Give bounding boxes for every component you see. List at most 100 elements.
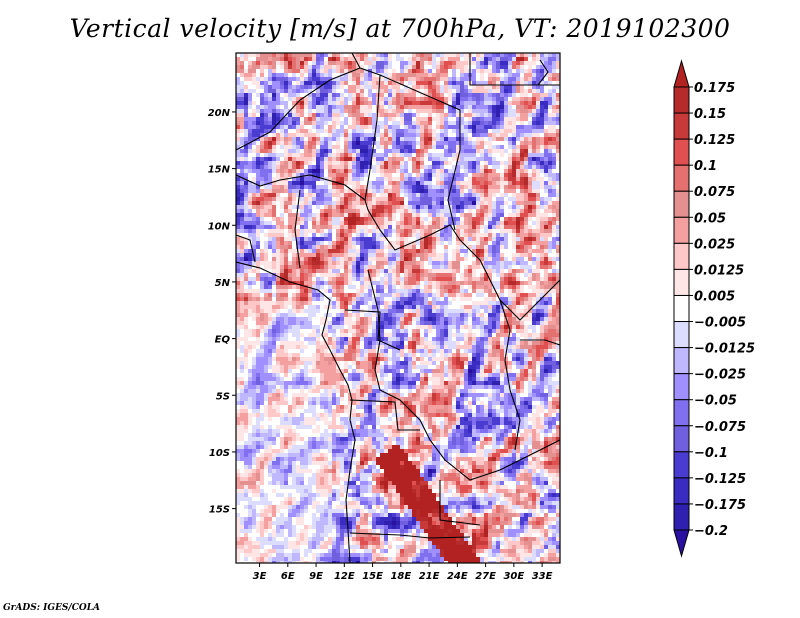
- field-cell: [252, 285, 256, 289]
- field-cell: [336, 257, 340, 261]
- field-cell: [248, 257, 252, 261]
- field-cell: [280, 129, 284, 133]
- field-cell: [440, 157, 444, 161]
- field-cell: [500, 85, 504, 89]
- field-cell: [404, 173, 408, 177]
- field-cell: [380, 105, 384, 109]
- field-cell: [248, 73, 252, 77]
- field-cell: [348, 77, 352, 81]
- field-cell: [372, 97, 376, 101]
- field-cell: [444, 137, 448, 141]
- field-cell: [508, 93, 512, 97]
- field-cell: [456, 89, 460, 93]
- field-cell: [420, 141, 424, 145]
- field-cell: [380, 61, 384, 65]
- field-cell: [328, 209, 332, 213]
- field-cell: [552, 85, 556, 89]
- field-cell: [504, 173, 508, 177]
- field-cell: [508, 257, 512, 261]
- field-cell: [328, 169, 332, 173]
- field-cell: [376, 57, 380, 61]
- field-cell: [352, 177, 356, 181]
- field-cell: [408, 277, 412, 281]
- field-cell: [500, 141, 504, 145]
- field-cell: [448, 237, 452, 241]
- field-cell: [328, 237, 332, 241]
- field-cell: [236, 269, 240, 273]
- field-cell: [548, 69, 552, 73]
- field-cell: [248, 289, 252, 293]
- field-cell: [256, 65, 260, 69]
- field-cell: [332, 253, 336, 257]
- field-cell: [248, 105, 252, 109]
- field-cell: [400, 189, 404, 193]
- field-cell: [496, 273, 500, 277]
- field-cell: [248, 185, 252, 189]
- field-cell: [344, 89, 348, 93]
- field-cell: [380, 229, 384, 233]
- field-cell: [532, 217, 536, 221]
- field-cell: [544, 189, 548, 193]
- field-cell: [308, 285, 312, 289]
- field-cell: [496, 217, 500, 221]
- field-cell: [520, 73, 524, 77]
- field-cell: [476, 85, 480, 89]
- field-cell: [292, 229, 296, 233]
- field-cell: [512, 185, 516, 189]
- field-cell: [428, 297, 432, 301]
- field-cell: [472, 89, 476, 93]
- field-cell: [328, 265, 332, 269]
- field-cell: [520, 229, 524, 233]
- field-cell: [396, 101, 400, 105]
- field-cell: [436, 297, 440, 301]
- field-cell: [256, 225, 260, 229]
- field-cell: [556, 125, 560, 129]
- field-cell: [452, 281, 456, 285]
- field-cell: [304, 105, 308, 109]
- field-cell: [404, 233, 408, 237]
- field-cell: [420, 53, 424, 57]
- field-cell: [428, 253, 432, 257]
- field-cell: [320, 137, 324, 141]
- field-cell: [348, 125, 352, 129]
- field-cell: [344, 189, 348, 193]
- field-cell: [436, 61, 440, 65]
- field-cell: [368, 225, 372, 229]
- field-cell: [332, 157, 336, 161]
- field-cell: [244, 93, 248, 97]
- field-cell: [344, 225, 348, 229]
- field-cell: [556, 277, 560, 281]
- field-cell: [304, 173, 308, 177]
- field-cell: [444, 149, 448, 153]
- field-cell: [252, 229, 256, 233]
- field-cell: [556, 221, 560, 225]
- field-cell: [324, 205, 328, 209]
- field-cell: [460, 217, 464, 221]
- field-cell: [452, 141, 456, 145]
- field-cell: [552, 81, 556, 85]
- field-cell: [264, 65, 268, 69]
- field-cell: [484, 213, 488, 217]
- field-cell: [528, 69, 532, 73]
- field-cell: [552, 249, 556, 253]
- field-cell: [428, 109, 432, 113]
- field-cell: [464, 209, 468, 213]
- field-cell: [496, 173, 500, 177]
- field-cell: [444, 197, 448, 201]
- field-cell: [520, 201, 524, 205]
- field-cell: [508, 161, 512, 165]
- field-cell: [260, 69, 264, 73]
- field-cell: [292, 93, 296, 97]
- field-cell: [388, 125, 392, 129]
- field-cell: [384, 89, 388, 93]
- field-cell: [456, 225, 460, 229]
- field-cell: [436, 193, 440, 197]
- field-cell: [268, 217, 272, 221]
- field-cell: [532, 57, 536, 61]
- field-cell: [436, 113, 440, 117]
- field-cell: [552, 109, 556, 113]
- field-cell: [348, 289, 352, 293]
- field-cell: [240, 77, 244, 81]
- field-cell: [452, 261, 456, 265]
- field-cell: [424, 101, 428, 105]
